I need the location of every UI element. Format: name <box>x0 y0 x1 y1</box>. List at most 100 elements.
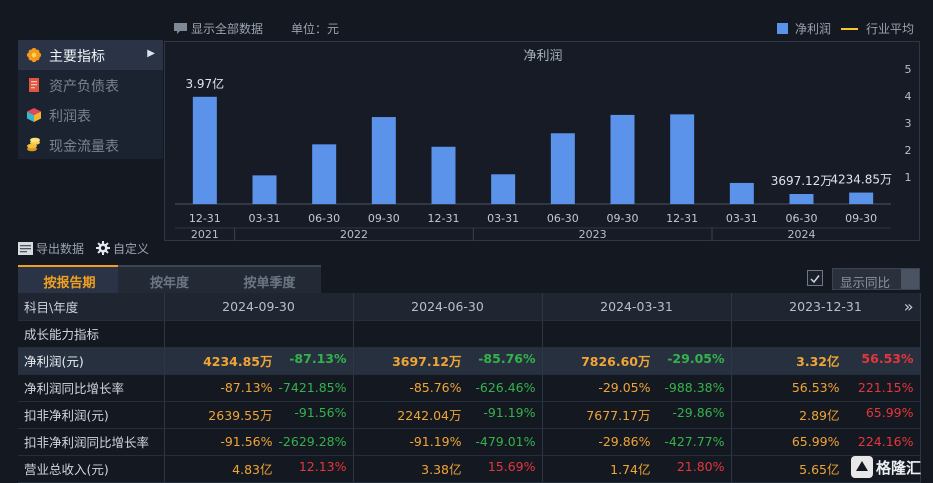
document-icon <box>29 78 39 92</box>
bar <box>491 174 516 204</box>
header-first-cell: 科目\年度 <box>18 293 165 321</box>
column-header[interactable]: 2024-09-30 <box>164 293 354 321</box>
cube-icon <box>27 108 41 122</box>
table-cell <box>542 320 732 348</box>
table-cell: -91.56% -2629.28% <box>164 428 354 456</box>
table-header-row: 科目\年度 2024-09-30 2024-06-30 2024-03-31 2… <box>18 293 921 321</box>
tab-by-year[interactable]: 按年度 <box>118 265 221 293</box>
bar <box>729 182 754 204</box>
data-label: 3697.12万 <box>771 174 833 188</box>
cell-value: 4.83亿 <box>232 462 273 477</box>
table-row[interactable]: 扣非净利润(元) 2639.55万 -91.56% 2242.04万 -91.19% 76… <box>18 401 921 429</box>
cell-value: 2242.04万 <box>397 408 462 423</box>
year-label: 2022 <box>340 228 368 241</box>
cell-value: 7826.60万 <box>581 354 651 369</box>
legend-net-profit-label: 净利润 <box>795 22 832 36</box>
table-cell: 4.83亿 12.13% <box>164 455 354 483</box>
message-icon <box>174 23 187 34</box>
cell-yoy: -91.19% <box>483 405 536 420</box>
cell-yoy: 12.13% <box>298 459 347 474</box>
table-row[interactable]: 扣非净利润同比增长率 -91.56% -2629.28% -91.19% -479.01… <box>18 428 921 456</box>
sidebar: 主要指标 ▶ 资产负债表 利润表 现金流量表 <box>18 40 163 159</box>
sidebar-item-income-statement[interactable]: 利润表 <box>18 100 163 130</box>
cell-value: 3697.12万 <box>392 354 462 369</box>
cell-value: 2639.55万 <box>208 408 273 423</box>
cell-value: 7677.17万 <box>586 408 651 423</box>
sidebar-item-balance-sheet[interactable]: 资产负债表 <box>18 70 163 100</box>
legend-swatch-line <box>841 28 858 30</box>
table-cell <box>164 320 354 348</box>
export-label: 导出数据 <box>36 242 85 256</box>
x-tick-label: 09-30 <box>368 212 400 225</box>
tab-by-quarter[interactable]: 按单季度 <box>218 265 321 293</box>
cell-value: 1.74亿 <box>610 462 651 477</box>
chart-title: 净利润 <box>523 49 562 64</box>
cell-value: 3.32亿 <box>796 354 840 369</box>
table-cell: -29.05% -988.38% <box>542 374 732 402</box>
table-row[interactable]: 成长能力指标 <box>18 320 921 348</box>
table-cell <box>731 320 921 348</box>
cell-yoy: -91.56% <box>294 405 347 420</box>
customize-button[interactable]: 自定义 <box>96 240 149 257</box>
sidebar-item-cash-flow[interactable]: 现金流量表 <box>18 130 163 160</box>
x-tick-label: 12-31 <box>428 212 460 225</box>
x-tick-label: 03-31 <box>249 212 281 225</box>
cell-value: 5.65亿 <box>799 462 840 477</box>
legend-industry-avg-label: 行业平均 <box>866 22 915 36</box>
table-cell <box>353 320 543 348</box>
column-header[interactable]: 2023-12-31 » <box>731 293 921 321</box>
export-icon <box>18 242 33 255</box>
x-tick-label: 09-30 <box>845 212 877 225</box>
chart-svg: 净利润 1 2 3 4 5 12-31 3.97亿 03-31 06-30 09-30 12-31 03… <box>175 49 912 241</box>
sidebar-item-main-indicators[interactable]: 主要指标 ▶ <box>18 40 163 70</box>
more-columns-icon[interactable]: » <box>903 297 914 316</box>
legend-swatch-bar <box>777 23 788 34</box>
row-label: 扣非净利润(元) <box>18 401 165 429</box>
column-header[interactable]: 2024-06-30 <box>353 293 543 321</box>
top-bar: 显示全部数据 单位：元 净利润 行业平均 <box>0 0 933 40</box>
cell-value: -29.86% <box>598 434 651 449</box>
y-tick-label: 3 <box>905 117 912 130</box>
show-yoy-toggle[interactable]: 显示同比 <box>807 268 920 290</box>
cell-yoy: -87.13% <box>289 351 347 366</box>
yoy-checkbox[interactable] <box>807 270 823 286</box>
sidebar-item-label: 现金流量表 <box>49 139 119 155</box>
cell-yoy: 21.80% <box>676 459 725 474</box>
x-tick-label: 12-31 <box>666 212 698 225</box>
legend-industry-avg[interactable]: 行业平均 <box>841 20 914 37</box>
table-row[interactable]: 净利润同比增长率 -87.13% -7421.85% -85.76% -626.46% -… <box>18 374 921 402</box>
table-cell: 65.99% 224.16% <box>731 428 921 456</box>
show-all-data-link[interactable]: 显示全部数据 <box>174 20 263 37</box>
cell-yoy: -427.77% <box>664 434 725 449</box>
column-header[interactable]: 2024-03-31 <box>542 293 732 321</box>
tab-by-report-period[interactable]: 按报告期 <box>18 265 121 293</box>
legend-net-profit[interactable]: 净利润 <box>777 20 831 37</box>
cell-yoy: -988.38% <box>664 380 725 395</box>
table-cell: -29.86% -427.77% <box>542 428 732 456</box>
unit-label: 单位：元 <box>291 22 340 36</box>
bar <box>371 117 396 204</box>
table-row[interactable]: 净利润(元) 4234.85万 -87.13% 3697.12万 -85.76% 7826… <box>18 347 921 375</box>
year-label: 2024 <box>788 228 816 241</box>
cell-yoy: 221.15% <box>857 380 914 395</box>
table-cell: 5.65亿 <box>731 455 921 483</box>
table-row[interactable]: 营业总收入(元) 4.83亿 12.13% 3.38亿 15.69% 1.74亿 21.80… <box>18 455 921 483</box>
table-cell: 7677.17万 -29.86% <box>542 401 732 429</box>
yoy-button[interactable]: 显示同比 <box>832 268 920 290</box>
row-label: 净利润同比增长率 <box>18 374 165 402</box>
export-data-button[interactable]: 导出数据 <box>18 240 84 257</box>
cell-value: -85.76% <box>409 380 462 395</box>
table-cell: 3697.12万 -85.76% <box>353 347 543 375</box>
logo-mark-icon <box>851 456 873 478</box>
row-label: 成长能力指标 <box>18 320 165 348</box>
year-label: 2023 <box>579 228 607 241</box>
bar <box>252 175 277 204</box>
cell-value: -29.05% <box>598 380 651 395</box>
cell-yoy: -2629.28% <box>278 434 347 449</box>
bar <box>431 146 456 204</box>
gear-icon <box>96 241 110 255</box>
cell-yoy: 224.16% <box>857 434 914 449</box>
cell-yoy: 15.69% <box>487 459 536 474</box>
bar <box>550 133 575 204</box>
y-tick-label: 1 <box>905 171 912 184</box>
